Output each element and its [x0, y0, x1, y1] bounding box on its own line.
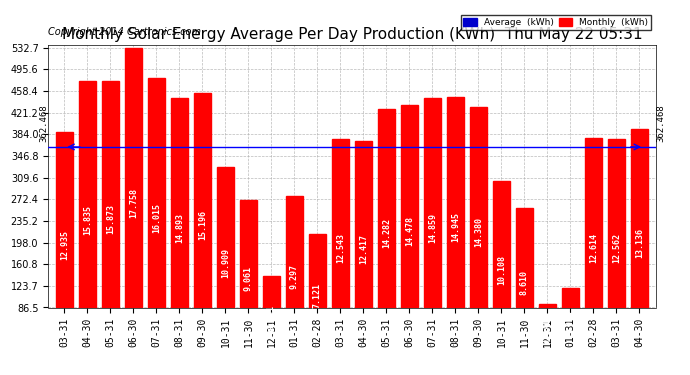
- Text: 14.945: 14.945: [451, 212, 460, 242]
- Bar: [148, 78, 165, 358]
- Bar: [286, 195, 303, 358]
- Text: 4.014: 4.014: [566, 310, 575, 335]
- Bar: [355, 141, 372, 358]
- Bar: [562, 288, 579, 358]
- Bar: [516, 207, 533, 358]
- Text: 12.562: 12.562: [612, 233, 621, 263]
- Text: 13.136: 13.136: [635, 228, 644, 258]
- Bar: [447, 97, 464, 358]
- Text: 12.417: 12.417: [359, 234, 368, 264]
- Bar: [332, 139, 349, 358]
- Text: 12.935: 12.935: [60, 230, 69, 260]
- Text: 8.610: 8.610: [520, 270, 529, 295]
- Legend: Average  (kWh), Monthly  (kWh): Average (kWh), Monthly (kWh): [461, 15, 651, 30]
- Bar: [56, 132, 73, 358]
- Text: Copyright 2014 Cartronics.com: Copyright 2014 Cartronics.com: [48, 27, 201, 37]
- Text: 16.015: 16.015: [152, 203, 161, 233]
- Bar: [194, 93, 211, 358]
- Text: 9.297: 9.297: [290, 264, 299, 289]
- Text: 3.071: 3.071: [543, 318, 552, 344]
- Text: 15.873: 15.873: [106, 204, 115, 234]
- Bar: [378, 108, 395, 358]
- Bar: [401, 105, 418, 358]
- Bar: [263, 276, 280, 358]
- Bar: [424, 99, 441, 358]
- Text: 14.478: 14.478: [405, 216, 414, 246]
- Text: 14.282: 14.282: [382, 218, 391, 248]
- Text: 10.909: 10.909: [221, 248, 230, 278]
- Bar: [125, 48, 142, 358]
- Text: 12.614: 12.614: [589, 233, 598, 263]
- Text: 15.835: 15.835: [83, 205, 92, 235]
- Text: 17.758: 17.758: [129, 188, 138, 218]
- Bar: [171, 98, 188, 358]
- Text: 4.661: 4.661: [267, 304, 276, 330]
- Bar: [217, 167, 234, 358]
- Bar: [240, 200, 257, 358]
- Text: 14.859: 14.859: [428, 213, 437, 243]
- Text: 9.061: 9.061: [244, 266, 253, 291]
- Text: 12.543: 12.543: [336, 233, 345, 263]
- Bar: [585, 138, 602, 358]
- Text: 362.468: 362.468: [657, 105, 666, 142]
- Text: 10.108: 10.108: [497, 255, 506, 285]
- Bar: [309, 234, 326, 358]
- Bar: [470, 107, 487, 358]
- Text: 7.121: 7.121: [313, 283, 322, 308]
- Bar: [79, 81, 96, 358]
- Text: 14.380: 14.380: [474, 217, 483, 248]
- Text: 14.893: 14.893: [175, 213, 184, 243]
- Bar: [539, 304, 556, 358]
- Text: 362.468: 362.468: [39, 105, 48, 142]
- Bar: [493, 182, 510, 358]
- Title: Monthly Solar Energy Average Per Day Production (KWh)  Thu May 22 05:31: Monthly Solar Energy Average Per Day Pro…: [61, 27, 642, 42]
- Bar: [102, 81, 119, 358]
- Text: 15.196: 15.196: [198, 210, 207, 240]
- Bar: [608, 139, 625, 358]
- Bar: [631, 129, 648, 358]
